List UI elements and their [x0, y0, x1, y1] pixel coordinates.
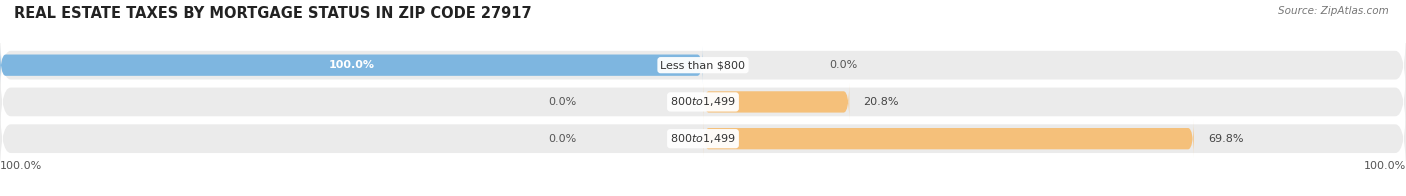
FancyBboxPatch shape	[0, 24, 1406, 106]
Text: 20.8%: 20.8%	[863, 97, 898, 107]
Text: $800 to $1,499: $800 to $1,499	[671, 132, 735, 145]
FancyBboxPatch shape	[0, 61, 1406, 143]
FancyBboxPatch shape	[0, 46, 703, 84]
Text: 0.0%: 0.0%	[548, 97, 576, 107]
Text: REAL ESTATE TAXES BY MORTGAGE STATUS IN ZIP CODE 27917: REAL ESTATE TAXES BY MORTGAGE STATUS IN …	[14, 6, 531, 21]
Text: $800 to $1,499: $800 to $1,499	[671, 95, 735, 108]
FancyBboxPatch shape	[703, 120, 1194, 157]
Text: Source: ZipAtlas.com: Source: ZipAtlas.com	[1278, 6, 1389, 16]
Text: Less than $800: Less than $800	[661, 60, 745, 70]
Text: 100.0%: 100.0%	[0, 161, 42, 171]
Text: 0.0%: 0.0%	[830, 60, 858, 70]
FancyBboxPatch shape	[703, 83, 849, 121]
Text: 100.0%: 100.0%	[1364, 161, 1406, 171]
Text: 69.8%: 69.8%	[1208, 134, 1243, 144]
Text: 0.0%: 0.0%	[548, 134, 576, 144]
FancyBboxPatch shape	[0, 98, 1406, 180]
Text: 100.0%: 100.0%	[329, 60, 374, 70]
